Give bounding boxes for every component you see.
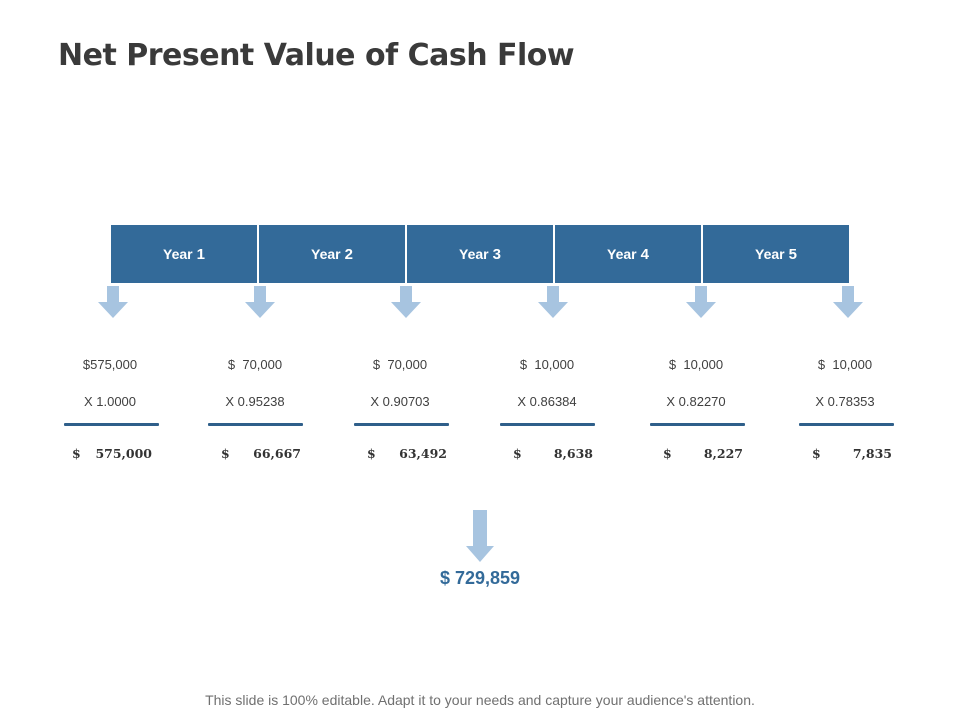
down-arrow-icon xyxy=(538,286,568,318)
discount-factor: X 0.78353 xyxy=(815,394,875,409)
currency-symbol: $ xyxy=(221,446,230,461)
present-value-4: $8,638 xyxy=(503,446,603,461)
result-divider xyxy=(208,423,303,426)
year-label: Year xyxy=(607,246,637,262)
year-number: 2 xyxy=(344,245,353,263)
present-value-3: $63,492 xyxy=(357,446,457,461)
year-timeline-bar: Year 1 Year 2 Year 3 Year 4 Year 5 xyxy=(111,225,849,283)
result-divider xyxy=(500,423,595,426)
present-value-2: $66,667 xyxy=(211,446,311,461)
year-label: Year xyxy=(459,246,489,262)
cash-flow-amount: $ 70,000 xyxy=(372,357,428,372)
cash-flow-amount: $ 10,000 xyxy=(817,357,873,372)
discount-factor: X 0.86384 xyxy=(517,394,577,409)
currency-symbol: $ xyxy=(812,446,821,461)
present-value-amount: 63,492 xyxy=(399,446,447,461)
down-arrow-icon xyxy=(98,286,128,318)
result-divider xyxy=(64,423,159,426)
discount-factor: X 1.0000 xyxy=(83,394,137,409)
result-divider xyxy=(354,423,449,426)
year-number: 1 xyxy=(196,245,205,263)
result-divider xyxy=(799,423,894,426)
cash-flow-column-4: $ 10,000 X 0.86384 xyxy=(497,355,597,412)
year-segment-4: Year 4 xyxy=(555,225,701,283)
result-divider xyxy=(650,423,745,426)
down-arrow-icon xyxy=(686,286,716,318)
present-value-amount: 8,227 xyxy=(703,446,743,461)
year-segment-5: Year 5 xyxy=(703,225,849,283)
down-arrow-icon xyxy=(391,286,421,318)
present-value-5: $8,227 xyxy=(653,446,753,461)
down-arrow-icon xyxy=(245,286,275,318)
cash-flow-column-1: $575,000 X 1.0000 xyxy=(60,355,160,412)
cash-flow-column-3: $ 70,000 X 0.90703 xyxy=(350,355,450,412)
year-number: 5 xyxy=(788,245,797,263)
present-value-6: $7,835 xyxy=(802,446,902,461)
footer-note: This slide is 100% editable. Adapt it to… xyxy=(205,692,755,708)
cash-flow-amount: $ 70,000 xyxy=(227,357,283,372)
down-arrow-icon xyxy=(833,286,863,318)
cash-flow-column-6: $ 10,000 X 0.78353 xyxy=(795,355,895,412)
cash-flow-column-2: $ 70,000 X 0.95238 xyxy=(205,355,305,412)
currency-symbol: $ xyxy=(513,446,522,461)
year-segment-1: Year 1 xyxy=(111,225,257,283)
present-value-amount: 575,000 xyxy=(95,446,152,461)
cash-flow-amount: $575,000 xyxy=(82,357,138,372)
cash-flow-column-5: $ 10,000 X 0.82270 xyxy=(646,355,746,412)
discount-factor: X 0.90703 xyxy=(370,394,430,409)
slide-title: Net Present Value of Cash Flow xyxy=(58,38,575,73)
year-label: Year xyxy=(755,246,785,262)
year-segment-3: Year 3 xyxy=(407,225,553,283)
discount-factor: X 0.82270 xyxy=(666,394,726,409)
year-number: 4 xyxy=(640,245,649,263)
currency-symbol: $ xyxy=(663,446,672,461)
year-number: 3 xyxy=(492,245,501,263)
year-segment-2: Year 2 xyxy=(259,225,405,283)
cash-flow-amount: $ 10,000 xyxy=(668,357,724,372)
cash-flow-amount: $ 10,000 xyxy=(519,357,575,372)
discount-factor: X 0.95238 xyxy=(225,394,285,409)
currency-symbol: $ xyxy=(367,446,376,461)
total-npv: $ 729,859 xyxy=(439,568,521,588)
present-value-amount: 8,638 xyxy=(553,446,593,461)
year-label: Year xyxy=(163,246,193,262)
present-value-amount: 7,835 xyxy=(852,446,892,461)
year-label: Year xyxy=(311,246,341,262)
currency-symbol: $ xyxy=(72,446,81,461)
present-value-amount: 66,667 xyxy=(253,446,301,461)
present-value-1: $575,000 xyxy=(62,446,162,461)
total-down-arrow-icon xyxy=(466,510,494,562)
